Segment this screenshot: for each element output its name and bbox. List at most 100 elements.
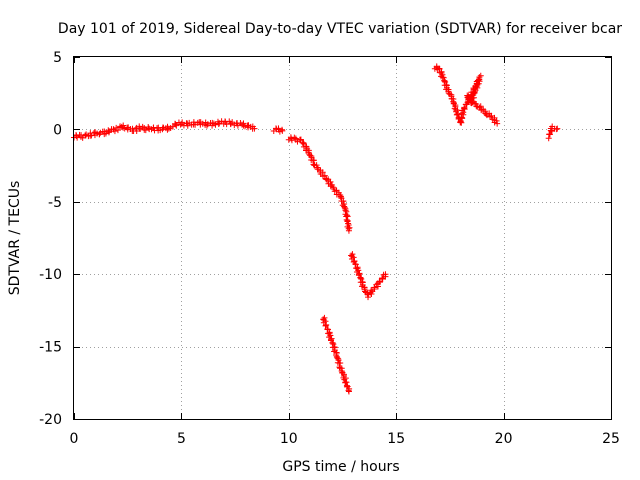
data-point	[310, 161, 317, 168]
data-point	[379, 275, 386, 282]
data-series-arc-3	[270, 125, 286, 135]
data-point	[439, 74, 446, 81]
data-point	[494, 120, 501, 127]
data-point	[275, 125, 282, 132]
y-axis-label: SDTVAR / TECUs	[7, 181, 23, 296]
data-point	[330, 184, 337, 191]
data-series-arc-8	[545, 123, 561, 142]
data-point	[190, 119, 197, 126]
data-point	[337, 359, 344, 366]
y-tick-label: -20	[39, 412, 62, 428]
data-point	[102, 130, 109, 137]
data-point	[473, 101, 480, 108]
x-tick-label: 20	[495, 431, 513, 447]
data-series-arc-1	[71, 122, 174, 141]
data-point	[493, 117, 500, 124]
data-point	[229, 119, 236, 126]
data-points	[71, 63, 561, 395]
data-series-arc-6	[320, 314, 353, 395]
data-point	[324, 326, 331, 333]
data-point	[203, 122, 210, 129]
data-point	[333, 352, 340, 359]
data-point	[355, 267, 362, 274]
data-point	[376, 278, 383, 285]
data-point	[464, 92, 471, 99]
data-point	[472, 87, 479, 94]
data-point	[173, 122, 180, 129]
data-point	[327, 336, 334, 343]
data-point	[457, 119, 464, 126]
data-point	[351, 258, 358, 265]
data-point	[120, 122, 127, 129]
data-point	[546, 131, 553, 138]
data-point	[554, 125, 561, 132]
y-tick-label: -5	[48, 195, 62, 211]
data-point	[477, 72, 484, 79]
data-series-arc-5	[348, 251, 389, 301]
data-point	[111, 128, 118, 135]
data-point	[445, 88, 452, 95]
x-tick-label: 5	[177, 431, 186, 447]
data-point	[204, 121, 211, 128]
x-axis-label: GPS time / hours	[282, 459, 399, 475]
data-point	[382, 271, 389, 278]
data-point	[436, 65, 443, 72]
x-tick-label: 0	[70, 431, 79, 447]
data-point	[300, 139, 307, 146]
data-point	[133, 124, 140, 131]
data-point	[240, 120, 247, 127]
data-point	[482, 108, 489, 115]
chart-title: Day 101 of 2019, Sidereal Day-to-day VTE…	[58, 21, 622, 37]
data-point	[184, 122, 191, 129]
data-point	[458, 119, 465, 126]
y-tick-labels: -20 -15 -10 -5 0 5	[39, 50, 62, 428]
data-point	[172, 121, 179, 128]
data-point	[297, 136, 304, 143]
y-tick-label: 5	[53, 50, 62, 66]
data-point	[341, 204, 348, 211]
data-point	[310, 157, 317, 164]
data-point	[337, 193, 344, 200]
data-point	[234, 122, 241, 129]
data-point	[368, 287, 375, 294]
x-tick-label: 25	[602, 431, 620, 447]
data-point	[345, 220, 352, 227]
grid-lines	[74, 57, 611, 419]
data-point	[321, 172, 328, 179]
data-point	[361, 286, 368, 293]
data-point	[179, 119, 186, 126]
data-point	[355, 271, 362, 278]
x-tick-label: 10	[280, 431, 298, 447]
y-tick-label: -10	[39, 267, 62, 283]
data-point	[377, 279, 384, 286]
data-point	[452, 102, 459, 109]
data-point	[345, 388, 352, 395]
data-point	[461, 105, 468, 112]
data-point	[327, 332, 334, 339]
data-point	[488, 112, 495, 119]
plot-frame	[73, 56, 612, 420]
data-series-arc-7	[431, 63, 501, 127]
data-series-arc-2	[169, 118, 258, 132]
x-tick-label: 15	[387, 431, 405, 447]
data-point	[292, 135, 299, 142]
x-tick-labels: 0 5 10 15 20 25	[70, 431, 620, 447]
data-point	[352, 260, 359, 267]
data-series-arc-4	[285, 134, 353, 234]
data-point	[483, 110, 490, 117]
data-point	[346, 224, 353, 231]
data-point	[323, 322, 330, 329]
data-point	[324, 177, 331, 184]
data-point	[340, 371, 347, 378]
data-point	[322, 322, 329, 329]
data-point	[305, 149, 312, 156]
data-point	[251, 125, 258, 132]
y-tick-label: 0	[53, 122, 62, 138]
data-point	[212, 121, 219, 128]
data-point	[142, 127, 149, 134]
data-point	[279, 127, 286, 134]
y-tick-label: -15	[39, 340, 62, 356]
data-point	[345, 227, 352, 234]
data-point	[460, 109, 467, 116]
